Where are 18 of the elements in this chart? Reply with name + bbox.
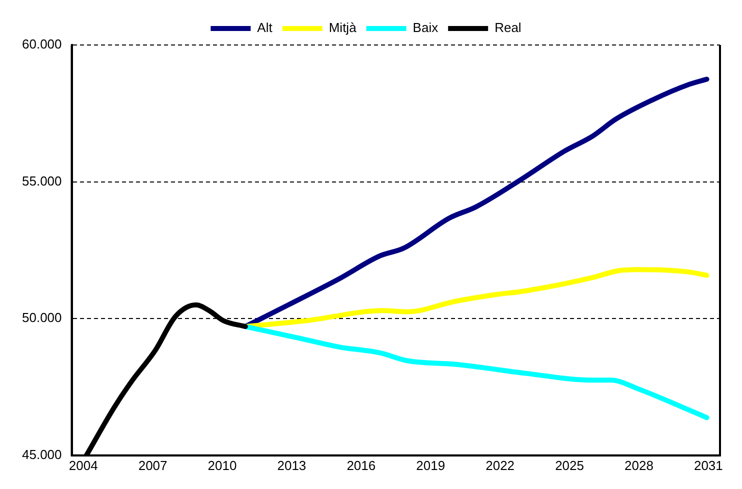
legend-label: Real [494,20,522,36]
x-tick-label: 2007 [138,458,168,473]
x-tick-label: 2031 [694,458,723,473]
x-tick-label: 2010 [208,458,237,473]
legend-label: Baix [412,20,439,36]
y-tick-label: 45.000 [22,446,62,462]
x-tick-label: 2025 [555,458,584,473]
x-tick-label: 2022 [486,458,515,473]
x-tick-label: 2028 [624,458,654,473]
x-tick-label: 2013 [277,458,306,473]
y-tick-label: 50.000 [22,310,62,326]
x-tick-label: 2004 [68,458,98,473]
x-tick-label: 2016 [346,458,376,473]
legend-label: Alt [257,20,273,36]
y-tick-label: 60.000 [22,36,62,52]
y-tick-label: 55.000 [22,173,62,188]
legend-label: Mitjà [328,20,358,36]
x-tick-label: 2019 [416,458,446,473]
